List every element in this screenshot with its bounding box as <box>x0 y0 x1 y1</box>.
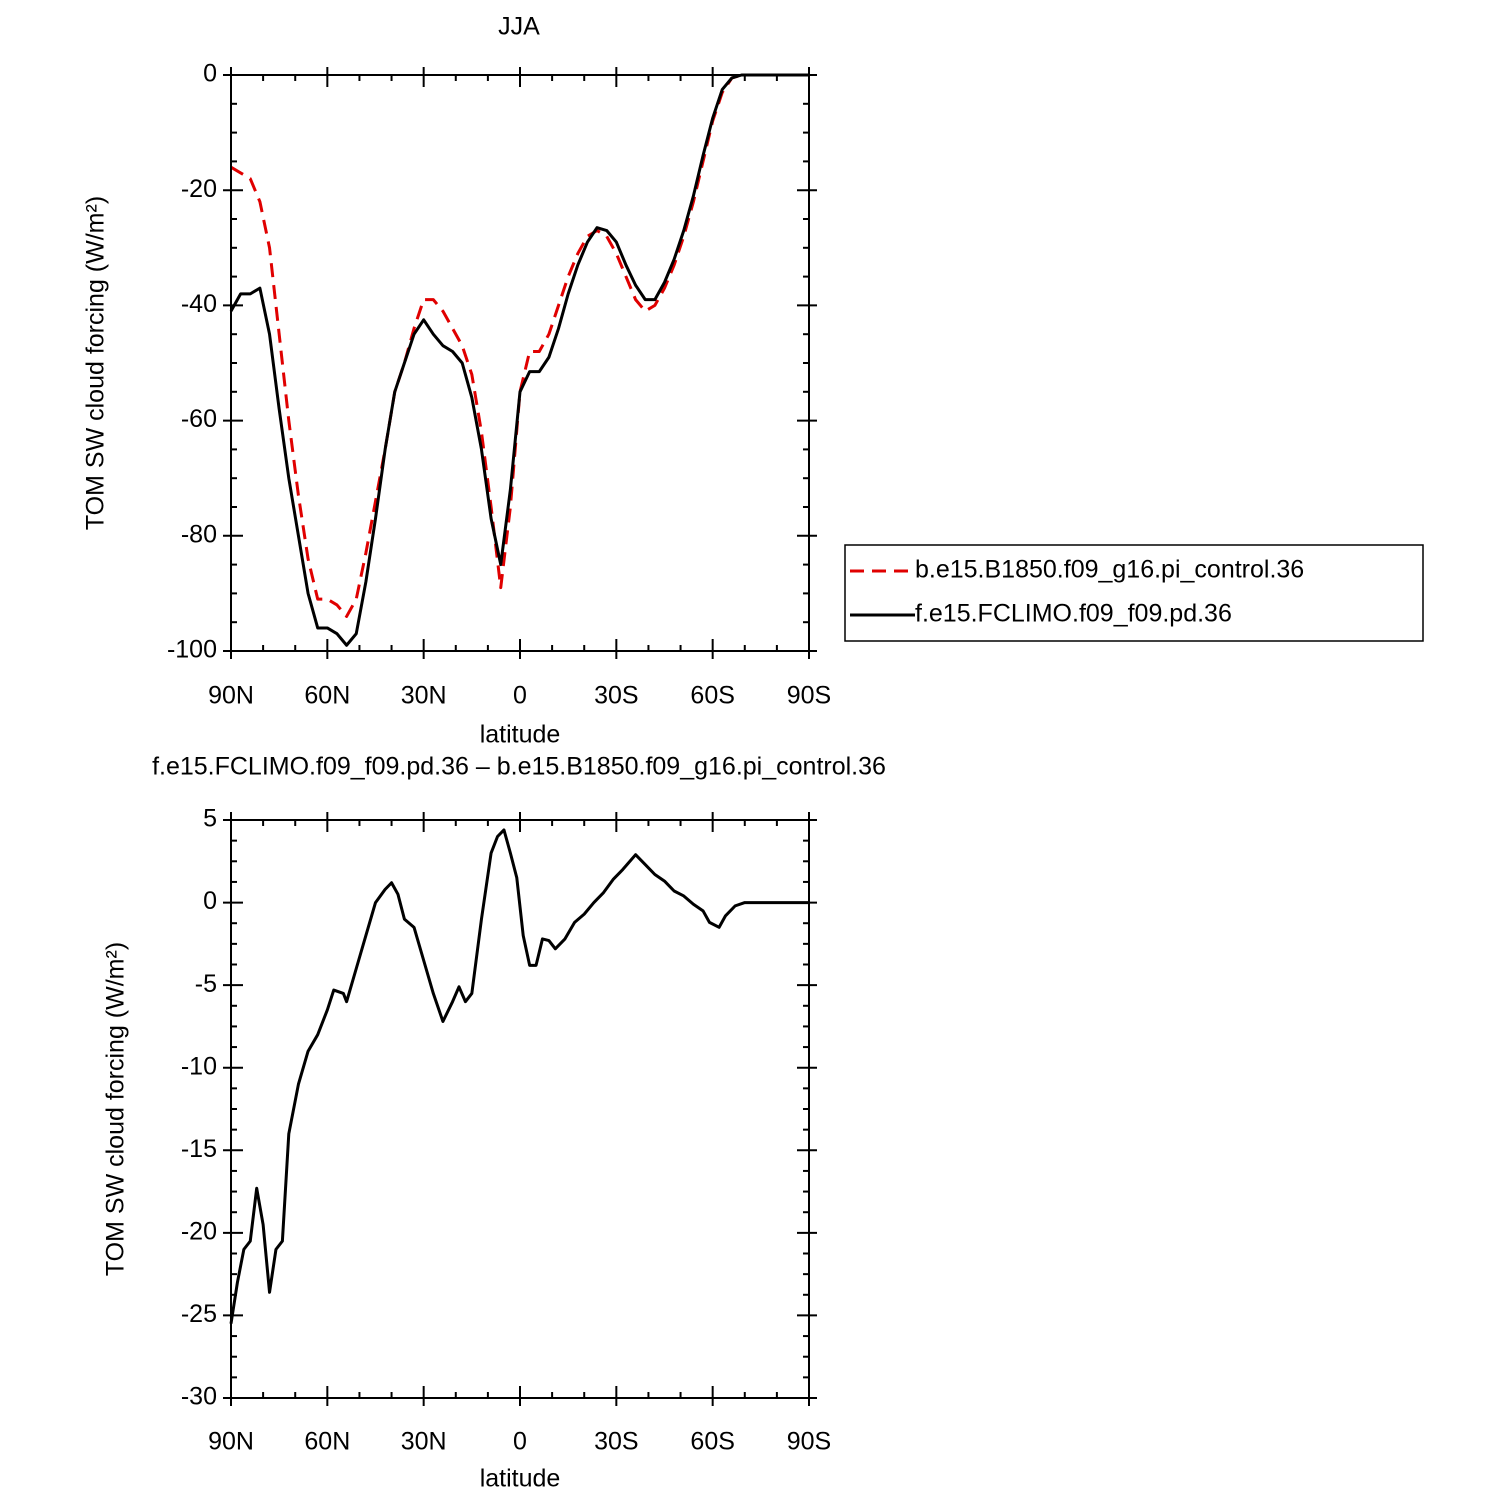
y-tick-label: -10 <box>181 1052 217 1080</box>
y-tick-label: 0 <box>203 887 217 915</box>
x-axis-label: latitude <box>480 721 561 749</box>
x-tick-label: 60N <box>304 682 350 710</box>
x-tick-label: 60S <box>690 1428 734 1456</box>
y-tick-label: -40 <box>181 290 217 318</box>
y-tick-label: -60 <box>181 405 217 433</box>
x-tick-label: 0 <box>513 682 527 710</box>
data-line <box>229 73 809 647</box>
x-tick-label: 60N <box>304 1428 350 1456</box>
y-tick-label: -30 <box>181 1383 217 1411</box>
y-tick-label: -20 <box>181 175 217 203</box>
y-tick-label: 5 <box>203 805 217 833</box>
data-line <box>230 73 809 618</box>
legend-label: b.e15.B1850.f09_g16.pi_control.36 <box>915 556 1304 584</box>
plot-frame <box>230 819 810 1399</box>
y-tick-label: -80 <box>181 520 217 548</box>
y-tick-label: -100 <box>167 636 217 664</box>
y-tick-label: 0 <box>203 60 217 88</box>
x-axis-label: latitude <box>480 1465 561 1493</box>
x-tick-label: 90N <box>208 1428 254 1456</box>
data-line <box>229 828 809 1324</box>
legend-label: f.e15.FCLIMO.f09_f09.pd.36 <box>915 600 1232 628</box>
y-tick-label: -25 <box>181 1300 217 1328</box>
legend-box <box>844 544 1424 642</box>
y-tick-label: -20 <box>181 1217 217 1245</box>
plot-frame <box>230 74 810 652</box>
x-tick-label: 30N <box>401 1428 447 1456</box>
y-tick-label: -5 <box>195 970 217 998</box>
x-tick-label: 90N <box>208 682 254 710</box>
y-axis-label: TOM SW cloud forcing (W/m²) <box>102 942 130 1276</box>
x-tick-label: 0 <box>513 1428 527 1456</box>
x-tick-label: 30S <box>594 682 638 710</box>
x-tick-label: 30S <box>594 1428 638 1456</box>
x-tick-label: 90S <box>787 1428 831 1456</box>
y-axis-label: TOM SW cloud forcing (W/m²) <box>82 196 110 530</box>
x-tick-label: 60S <box>690 682 734 710</box>
chart-title: JJA <box>498 13 540 41</box>
x-tick-label: 30N <box>401 682 447 710</box>
chart-title: f.e15.FCLIMO.f09_f09.pd.36 – b.e15.B1850… <box>152 753 886 781</box>
x-tick-label: 90S <box>787 682 831 710</box>
y-tick-label: -15 <box>181 1135 217 1163</box>
